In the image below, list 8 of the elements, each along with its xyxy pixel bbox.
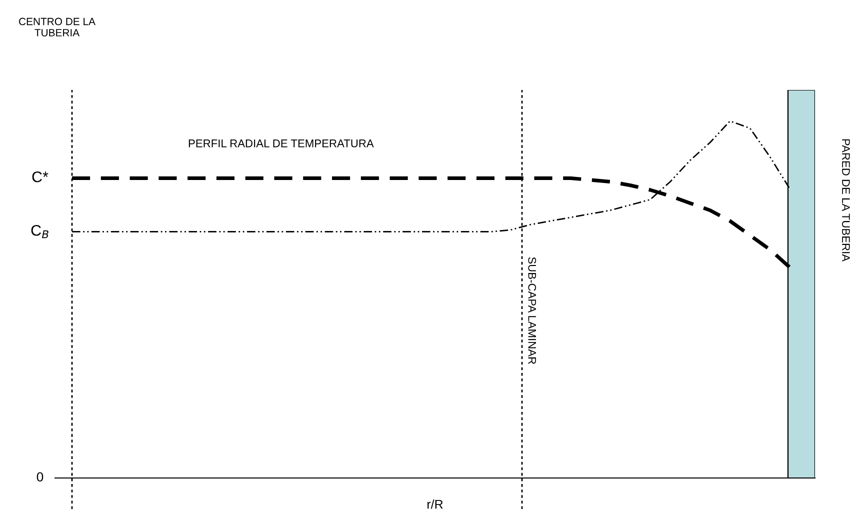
annotation: SUB-CAPA LAMINAR: [528, 257, 536, 364]
text: C*: [32, 171, 48, 182]
annotation: PERFIL RADIAL DE TEMPERATURA: [188, 140, 374, 148]
text: PARED DE LA TUBERIA: [842, 139, 850, 262]
text: CENTRO DE LA TUBERIA: [19, 18, 96, 36]
text: 0: [36, 472, 44, 482]
x-axis-title: r/R: [428, 500, 443, 509]
text: C$_{B}$: [31, 224, 48, 238]
